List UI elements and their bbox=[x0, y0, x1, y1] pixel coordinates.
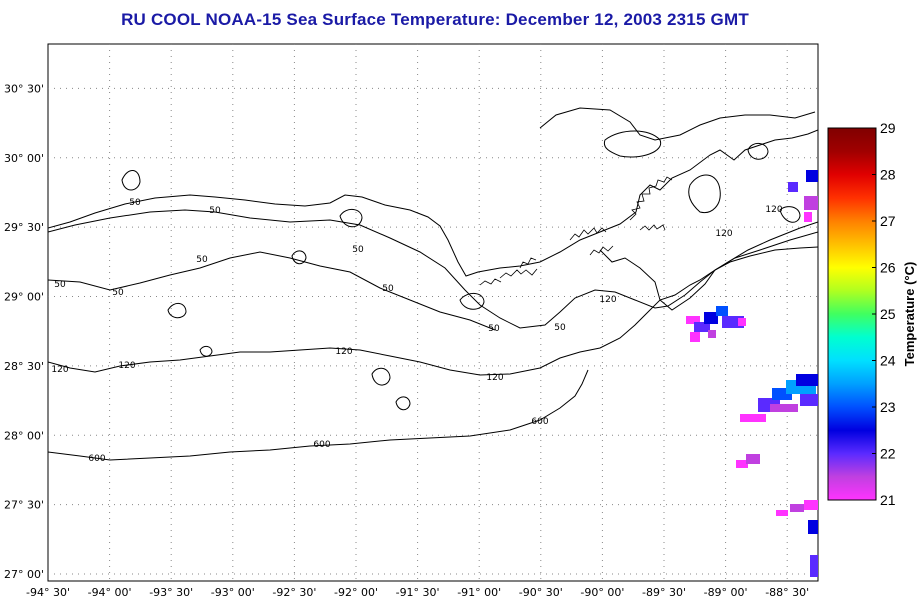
lon-tick-label: -90° 00' bbox=[580, 586, 624, 599]
colorbar-tick-label: 21 bbox=[880, 492, 896, 508]
lon-tick-label: -89° 30' bbox=[642, 586, 686, 599]
isobath-600 bbox=[48, 369, 589, 461]
lon-tick-label: -94° 30' bbox=[26, 586, 70, 599]
bay-outline bbox=[539, 107, 816, 141]
closed-contour bbox=[747, 143, 769, 160]
contour-label: 50 bbox=[54, 280, 66, 290]
contour-label: 120 bbox=[51, 365, 68, 375]
map-title: RU COOL NOAA-15 Sea Surface Temperature:… bbox=[121, 10, 749, 29]
isobath-50b bbox=[48, 251, 496, 331]
contour-label: 120 bbox=[118, 361, 135, 371]
coastline bbox=[48, 129, 818, 277]
closed-contour bbox=[167, 303, 187, 319]
colorbar-tick-label: 24 bbox=[880, 353, 896, 369]
contour-label: 600 bbox=[313, 440, 330, 450]
contour-label: 120 bbox=[335, 347, 352, 357]
closed-contour bbox=[371, 367, 391, 386]
contour-label: 600 bbox=[531, 417, 548, 427]
contour-label: 50 bbox=[196, 255, 208, 265]
colorbar-tick-label: 28 bbox=[880, 167, 896, 183]
colorbar-tick-label: 29 bbox=[880, 120, 896, 136]
lon-tick-label: -93° 30' bbox=[149, 586, 193, 599]
plot-frame bbox=[47, 43, 819, 582]
contour-label: 50 bbox=[554, 323, 566, 333]
sst-data-patches bbox=[686, 170, 818, 577]
lon-tick-label: -91° 30' bbox=[396, 586, 440, 599]
lat-tick-label: 28° 00' bbox=[4, 429, 44, 442]
colorbar-tick-label: 23 bbox=[880, 399, 896, 415]
lon-tick-label: -94° 00' bbox=[88, 586, 132, 599]
contour-label: 50 bbox=[352, 245, 364, 255]
colorbar-title: Temperature (°C) bbox=[902, 262, 917, 367]
delta-outline bbox=[599, 246, 818, 311]
colorbar-tick-label: 26 bbox=[880, 260, 896, 276]
lake-outline bbox=[603, 130, 662, 158]
closed-contour bbox=[291, 250, 307, 265]
lat-tick-label: 29° 00' bbox=[4, 291, 44, 304]
contour-label: 50 bbox=[382, 284, 394, 294]
lat-tick-label: 30° 00' bbox=[4, 152, 44, 165]
lon-tick-label: -88° 30' bbox=[765, 586, 809, 599]
lat-tick-label: 30° 30' bbox=[4, 82, 44, 95]
colorbar-tick-label: 27 bbox=[880, 213, 896, 229]
lat-tick-label: 29° 30' bbox=[4, 221, 44, 234]
closed-contour bbox=[339, 209, 363, 228]
contour-label: 50 bbox=[209, 206, 221, 216]
contour-label: 50 bbox=[488, 324, 500, 334]
contour-label: 50 bbox=[129, 198, 141, 208]
closed-contour bbox=[199, 345, 213, 357]
lon-tick-label: -92° 00' bbox=[334, 586, 378, 599]
closed-contour bbox=[779, 206, 801, 223]
lat-tick-label: 28° 30' bbox=[4, 360, 44, 373]
lon-tick-label: -92° 30' bbox=[272, 586, 316, 599]
longitude-ticks: -94° 30' -94° 00' -93° 30' -93° 00' -92° 30'… bbox=[26, 586, 809, 599]
colorbar-tick-label: 22 bbox=[880, 446, 896, 462]
island-outline bbox=[688, 174, 721, 214]
contour-labels: 50 50 50 50 50 50 50 50 50 120 120 120 120 120 120 120 6… bbox=[51, 198, 782, 464]
colorbar-tick-label: 25 bbox=[880, 306, 896, 322]
colorbar: 29 28 27 26 25 24 23 22 21 Temperature (°C) bbox=[827, 120, 917, 508]
latitude-ticks: 30° 30' 30° 00' 29° 30' 29° 00' 28° 30' 28° 0… bbox=[4, 82, 44, 581]
contour-label: 120 bbox=[765, 205, 782, 215]
lon-tick-label: -93° 00' bbox=[211, 586, 255, 599]
lon-tick-label: -90° 30' bbox=[519, 586, 563, 599]
marsh-texture bbox=[479, 176, 673, 286]
lat-tick-label: 27° 00' bbox=[4, 568, 44, 581]
contour-label: 120 bbox=[715, 229, 732, 239]
contour-label: 120 bbox=[486, 373, 503, 383]
closed-contour bbox=[459, 293, 485, 310]
lon-tick-label: -89° 00' bbox=[704, 586, 748, 599]
contour-label: 120 bbox=[599, 295, 616, 305]
closed-contour bbox=[395, 396, 411, 411]
closed-contour bbox=[121, 170, 141, 191]
lat-tick-label: 27° 30' bbox=[4, 499, 44, 512]
isobath-120 bbox=[48, 221, 818, 376]
isobath-50 bbox=[48, 209, 818, 329]
contour-label: 50 bbox=[112, 288, 124, 298]
contour-label: 600 bbox=[88, 454, 105, 464]
lon-tick-label: -91° 00' bbox=[457, 586, 501, 599]
